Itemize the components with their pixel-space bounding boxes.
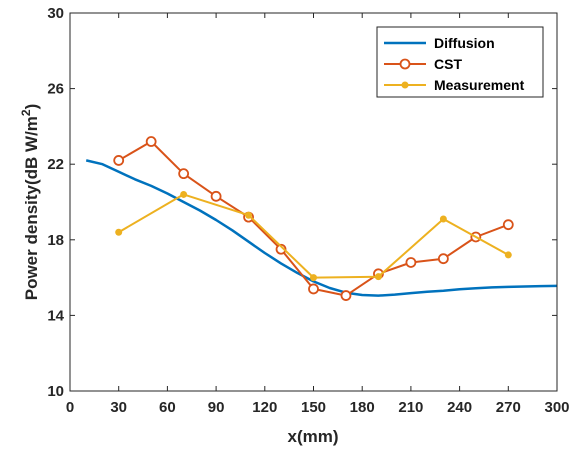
x-tick-label: 180 [350, 399, 375, 416]
y-tick-label: 10 [47, 383, 64, 400]
x-tick-label: 0 [66, 399, 74, 416]
x-tick-label: 120 [252, 399, 277, 416]
series-cst [113, 136, 514, 301]
y-axis-label-superscript: 2 [19, 109, 33, 116]
data-point-cst [145, 136, 157, 147]
data-point-cst [113, 155, 125, 166]
data-point-cst [308, 283, 319, 295]
x-tick-label: 30 [110, 399, 127, 416]
y-tick-label: 22 [47, 156, 64, 173]
legend-marker-cst [399, 58, 411, 70]
data-point-cst [275, 243, 287, 255]
data-point-cst [405, 257, 417, 268]
data-point-measurement [374, 273, 382, 281]
data-point-cst [340, 290, 352, 301]
y-axis-label-close: ) [22, 104, 41, 110]
y-axis-label-main: Power density(dB W/m [22, 116, 41, 300]
y-axis-label: Power density(dB W/m2) [19, 104, 41, 301]
y-tick-label: 26 [47, 81, 64, 98]
series-layer [85, 136, 558, 301]
legend-label-diffusion: Diffusion [434, 35, 495, 51]
series-line-diffusion [85, 159, 558, 297]
data-point-cst [437, 253, 449, 265]
tick-layer: 0 30 60 90 120 150 180 210 240 270 300 10 14 18 22 26 30 [47, 5, 569, 416]
legend-label-cst: CST [434, 56, 462, 72]
y-tick-label: 18 [47, 232, 64, 249]
x-tick-label: 90 [208, 399, 225, 416]
legend-label-measurement: Measurement [434, 77, 525, 93]
x-axis-label: x(mm) [287, 427, 338, 446]
y-tick-label: 14 [47, 307, 64, 324]
legend: Diffusion CST Measurement [376, 26, 544, 98]
series-measurement [115, 190, 512, 282]
x-tick-label: 60 [159, 399, 176, 416]
data-point-cst [502, 219, 514, 231]
data-point-measurement [439, 215, 447, 223]
x-tick-label: 300 [544, 399, 569, 416]
data-point-measurement [115, 228, 123, 236]
x-tick-label: 150 [301, 399, 326, 416]
x-tick-label: 240 [447, 399, 472, 416]
data-point-measurement [180, 190, 188, 198]
legend-marker-measurement [401, 81, 409, 89]
series-diffusion [85, 159, 558, 297]
data-point-measurement [504, 251, 512, 259]
x-tick-label: 210 [398, 399, 423, 416]
y-tick-label: 30 [47, 5, 64, 22]
data-point-cst [178, 168, 190, 180]
x-tick-label: 270 [496, 399, 521, 416]
data-point-cst [210, 190, 222, 202]
data-point-measurement [310, 274, 317, 282]
data-point-measurement [245, 211, 253, 219]
